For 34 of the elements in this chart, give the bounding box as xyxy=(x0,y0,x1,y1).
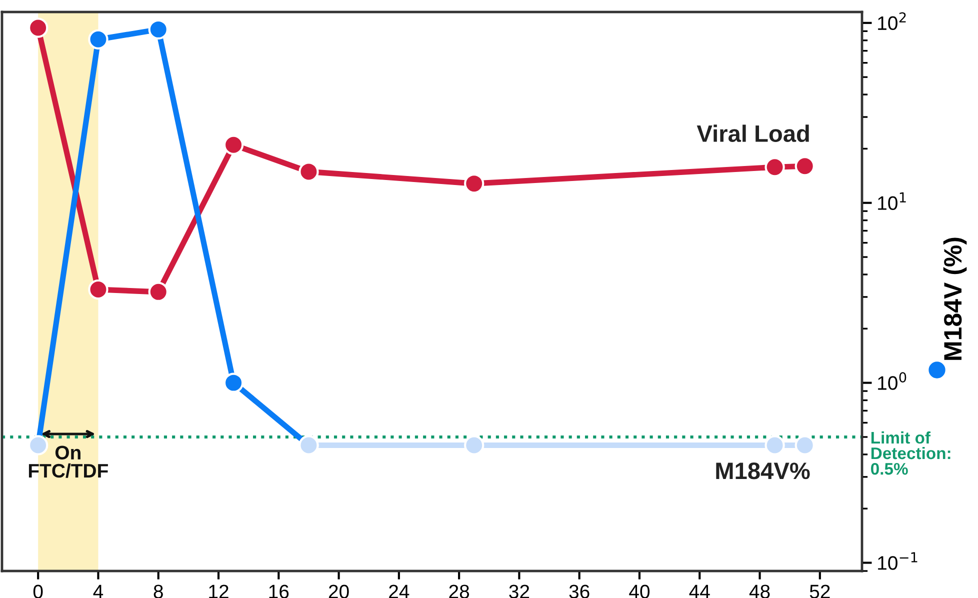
annotation: M184V% xyxy=(716,462,810,480)
y2-tick-label: 10$^{0}$ xyxy=(878,372,906,390)
point xyxy=(88,29,108,50)
x-tick-label: 32 xyxy=(509,584,530,598)
x-tick-label: 4 xyxy=(93,584,104,598)
point xyxy=(298,162,319,182)
point xyxy=(764,157,785,178)
x-tick-label: 48 xyxy=(749,584,770,598)
point xyxy=(28,18,48,38)
point xyxy=(794,156,815,176)
x-tick-label: 12 xyxy=(209,584,228,598)
point xyxy=(464,174,484,194)
x-tick-label: 20 xyxy=(328,584,349,598)
point xyxy=(148,282,168,302)
x-tick-label: 28 xyxy=(449,584,470,598)
y2-tick-label: 10$^{2}$ xyxy=(878,12,906,30)
point xyxy=(88,279,108,300)
y2-axis-title: M184V (%) xyxy=(943,238,967,360)
x-tick-label: 52 xyxy=(810,584,830,598)
point xyxy=(764,435,785,456)
x-tick-label: 8 xyxy=(154,584,163,598)
band-label: On FTC/TDF xyxy=(28,446,108,478)
y2-tick-label: 10$^{1}$ xyxy=(878,192,906,210)
point xyxy=(794,435,815,456)
x-tick-label: 24 xyxy=(389,584,410,598)
x-tick-label: 0 xyxy=(33,584,43,598)
point xyxy=(464,435,484,456)
annotation: Viral Load xyxy=(696,124,809,142)
x-tick-label: 44 xyxy=(689,584,710,598)
ref-line-label: Limit of Detection: 0.5% xyxy=(870,431,950,475)
x-tick-label: 40 xyxy=(629,584,650,598)
x-tick-label: 36 xyxy=(569,584,590,598)
y2-tick-label: 10$^{−1}$ xyxy=(878,552,918,570)
x-tick-label: 16 xyxy=(269,584,289,598)
